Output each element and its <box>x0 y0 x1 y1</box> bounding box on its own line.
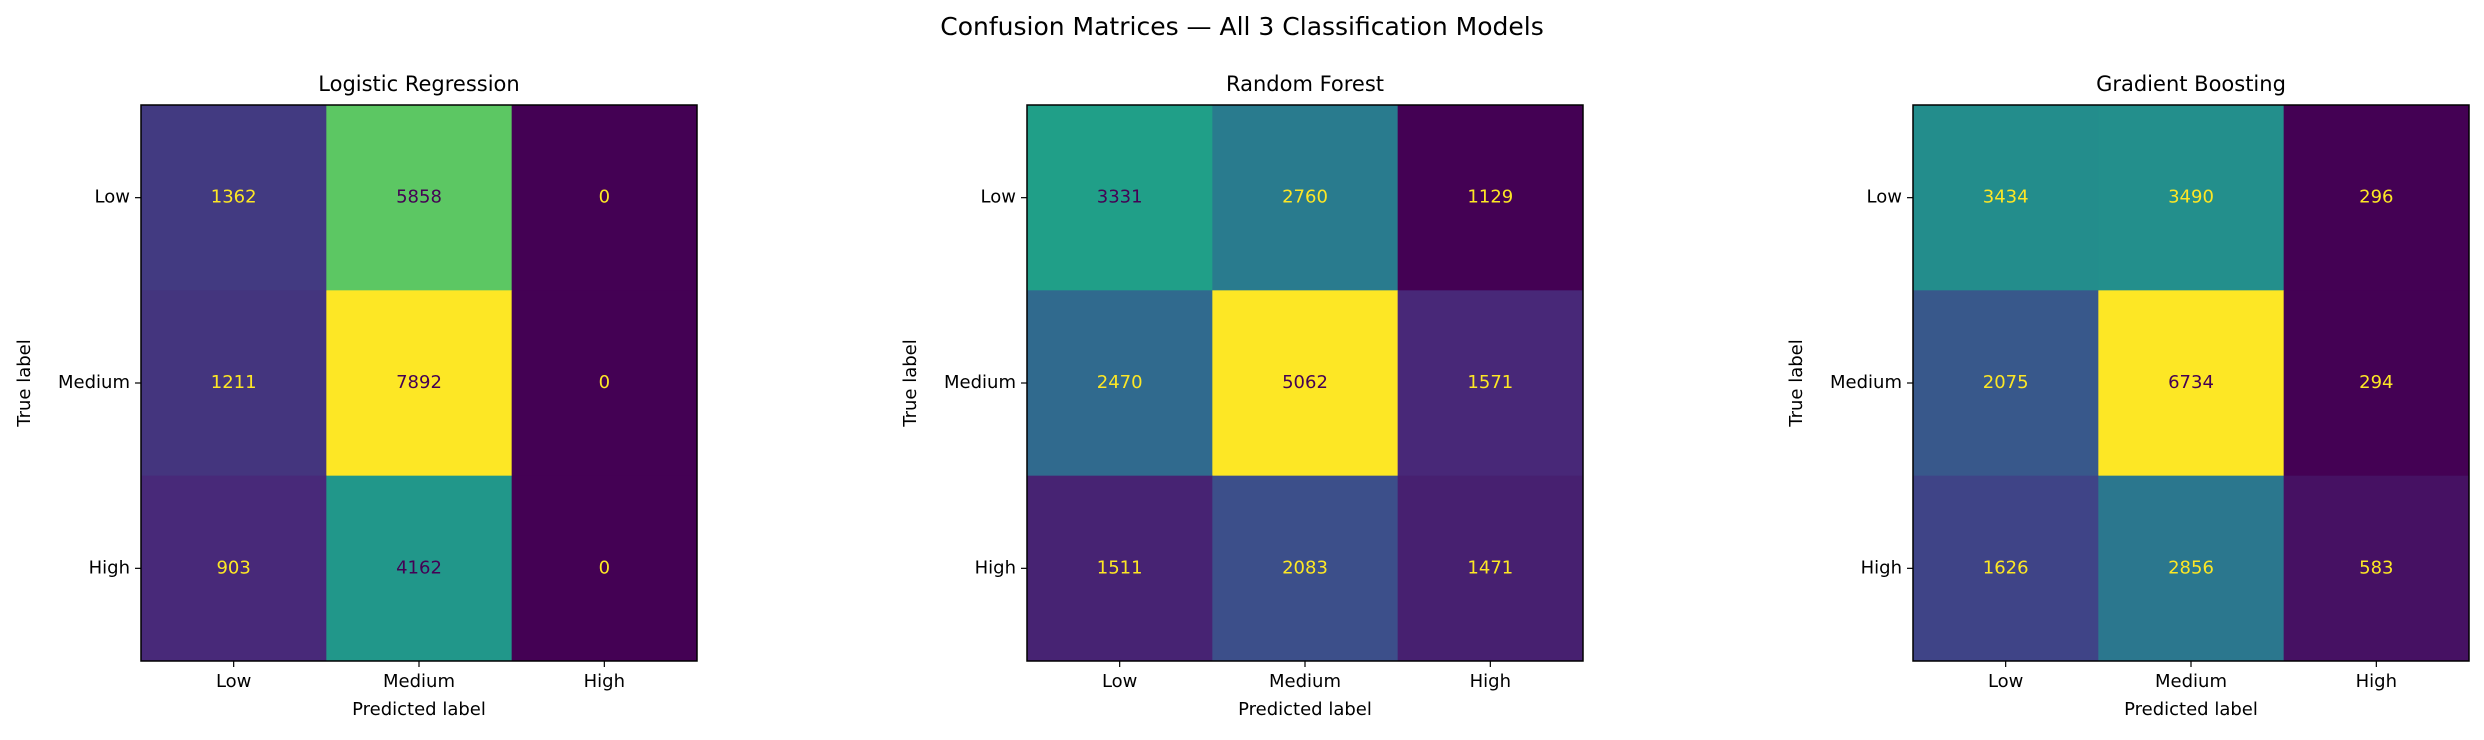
cell-label: 2470 <box>1097 372 1143 393</box>
cell-label: 296 <box>2359 187 2393 208</box>
cell <box>141 475 327 662</box>
y-tick-label: High <box>1861 557 1902 578</box>
cell <box>511 105 698 291</box>
cell-label: 2075 <box>1983 372 2029 393</box>
x-tick-label: High <box>1470 671 1511 692</box>
cell <box>1212 290 1399 477</box>
x-tick-label: Medium <box>383 671 455 692</box>
cell-label: 1626 <box>1983 557 2029 578</box>
cell <box>1397 290 1584 477</box>
cell-label: 1471 <box>1467 557 1513 578</box>
x-tick-label: High <box>2356 671 2397 692</box>
x-axis-label: Predicted label <box>2124 699 2258 720</box>
cell-label: 7892 <box>396 372 442 393</box>
cell <box>511 290 698 477</box>
cell <box>326 475 513 662</box>
subplot-title: Logistic Regression <box>318 72 519 96</box>
y-axis-label: True label <box>14 339 35 428</box>
subplot-title: Random Forest <box>1226 72 1384 96</box>
cell-label: 3331 <box>1097 187 1143 208</box>
y-tick-label: Low <box>981 187 1016 208</box>
cell <box>1397 105 1584 291</box>
figure-title: Confusion Matrices — All 3 Classificatio… <box>940 12 1544 41</box>
cell <box>1397 475 1584 662</box>
cell-label: 1362 <box>211 187 257 208</box>
cell <box>2098 290 2285 477</box>
cell <box>141 290 327 477</box>
cell-label: 4162 <box>396 557 442 578</box>
y-tick-label: Low <box>95 187 130 208</box>
cell-label: 1511 <box>1097 557 1143 578</box>
y-tick-label: High <box>975 557 1016 578</box>
cell <box>511 475 698 662</box>
cell-label: 0 <box>599 557 610 578</box>
cell-label: 5062 <box>1282 372 1328 393</box>
cell-label: 1571 <box>1467 372 1513 393</box>
cell <box>1027 290 1213 477</box>
cell-label: 0 <box>599 372 610 393</box>
x-tick-label: Low <box>1102 671 1137 692</box>
cell <box>2283 475 2470 662</box>
x-tick-label: Medium <box>1269 671 1341 692</box>
cell <box>2283 290 2470 477</box>
cell-label: 3490 <box>2168 187 2214 208</box>
cell <box>1027 105 1213 291</box>
cell-label: 5858 <box>396 187 442 208</box>
cell-label: 6734 <box>2168 372 2214 393</box>
cell <box>1913 105 2099 291</box>
cell-label: 2083 <box>1282 557 1328 578</box>
cell-label: 1211 <box>211 372 257 393</box>
x-tick-label: High <box>584 671 625 692</box>
cell <box>326 105 513 291</box>
cell <box>326 290 513 477</box>
y-tick-label: Medium <box>58 372 130 393</box>
x-tick-label: Low <box>216 671 251 692</box>
cell <box>2098 105 2285 291</box>
y-tick-label: Medium <box>944 372 1016 393</box>
cell-label: 294 <box>2359 372 2393 393</box>
x-tick-label: Low <box>1988 671 2023 692</box>
cell <box>2098 475 2285 662</box>
y-axis-label: True label <box>1786 339 1807 428</box>
cell-label: 1129 <box>1467 187 1513 208</box>
y-tick-label: Medium <box>1830 372 1902 393</box>
cell-label: 2760 <box>1282 187 1328 208</box>
cell <box>1212 475 1399 662</box>
cell-label: 583 <box>2359 557 2393 578</box>
cell <box>141 105 327 291</box>
y-axis-label: True label <box>900 339 921 428</box>
cell <box>1027 475 1213 662</box>
cell <box>2283 105 2470 291</box>
cell <box>1913 475 2099 662</box>
x-axis-label: Predicted label <box>352 699 486 720</box>
y-tick-label: Low <box>1867 187 1902 208</box>
cell-label: 903 <box>216 557 250 578</box>
y-tick-label: High <box>89 557 130 578</box>
subplot-title: Gradient Boosting <box>2096 72 2286 96</box>
x-tick-label: Medium <box>2155 671 2227 692</box>
cell <box>1212 105 1399 291</box>
cell-label: 3434 <box>1983 187 2029 208</box>
x-axis-label: Predicted label <box>1238 699 1372 720</box>
cell-label: 2856 <box>2168 557 2214 578</box>
cell <box>1913 290 2099 477</box>
cell-label: 0 <box>599 187 610 208</box>
